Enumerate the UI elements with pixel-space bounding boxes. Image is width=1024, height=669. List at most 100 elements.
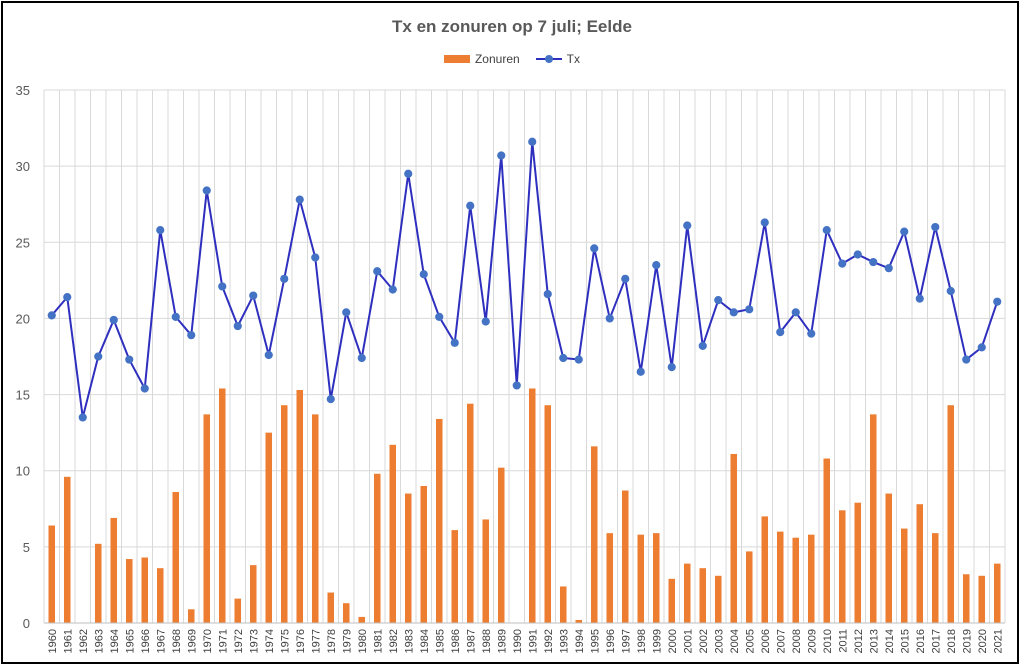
- tx-point: [435, 312, 444, 322]
- tx-point: [559, 353, 568, 363]
- y-tick-label: 15: [16, 388, 30, 403]
- bar-zonuren: [683, 563, 691, 623]
- tx-point: [543, 289, 552, 299]
- bar-zonuren: [296, 390, 304, 623]
- bar-zonuren: [590, 446, 598, 623]
- tx-point: [512, 381, 521, 390]
- bar-zonuren: [575, 619, 583, 623]
- bar-zonuren: [637, 534, 645, 623]
- x-tick-label: 1985: [434, 629, 446, 653]
- tx-point: [404, 169, 413, 178]
- bar-zonuren: [931, 533, 939, 623]
- tx-point: [636, 367, 645, 376]
- bar-zonuren: [311, 414, 319, 623]
- line-tx: [47, 137, 1002, 422]
- x-tick-label: 2015: [899, 629, 911, 653]
- bars-zonuren: [48, 388, 1001, 623]
- tx-point: [946, 286, 955, 296]
- bar-zonuren: [187, 609, 195, 623]
- tx-point: [78, 413, 87, 422]
- y-tick-label: 5: [23, 540, 30, 555]
- bar-zonuren: [358, 616, 366, 623]
- bar-zonuren: [249, 565, 257, 623]
- bar-zonuren: [699, 568, 707, 623]
- x-tick-label: 1989: [496, 629, 508, 653]
- tx-point: [295, 195, 304, 204]
- tx-point: [450, 338, 459, 347]
- x-tick-label: 1964: [109, 629, 121, 653]
- bar-zonuren: [203, 414, 211, 623]
- x-tick-label: 1977: [310, 629, 322, 653]
- tx-point: [249, 291, 258, 300]
- x-tick-label: 2017: [930, 629, 942, 653]
- tx-point: [590, 244, 599, 253]
- x-tick-label: 1979: [341, 629, 353, 653]
- tx-point: [280, 274, 289, 283]
- tx-point: [822, 226, 831, 235]
- legend-item-zonuren: Zonuren: [443, 52, 520, 66]
- tx-point: [171, 312, 180, 322]
- x-tick-label: 1981: [372, 629, 384, 653]
- bar-zonuren: [916, 504, 924, 623]
- bar-zonuren: [141, 557, 149, 623]
- x-tick-label: 2008: [791, 629, 803, 653]
- y-tick-label: 25: [16, 235, 30, 250]
- x-tick-label: 1975: [279, 629, 291, 653]
- bar-zonuren: [621, 490, 629, 623]
- tx-point: [776, 328, 785, 337]
- tx-point: [931, 222, 940, 232]
- x-tick-label: 1992: [543, 629, 555, 653]
- legend: Zonuren Tx: [0, 52, 1024, 66]
- bar-zonuren: [218, 388, 226, 623]
- x-tick-label: 1994: [574, 629, 586, 653]
- tx-point: [853, 250, 862, 259]
- tx-point: [218, 282, 227, 291]
- bar-zonuren: [993, 563, 1001, 623]
- tx-point: [94, 352, 103, 361]
- x-tick-label: 1998: [636, 629, 648, 653]
- bar-zonuren: [606, 533, 614, 623]
- bar-zonuren: [280, 405, 288, 623]
- x-tick-label: 1996: [605, 629, 617, 653]
- bar-zonuren: [63, 476, 71, 623]
- x-tick-label: 1966: [140, 629, 152, 653]
- y-tick-label: 20: [16, 311, 30, 326]
- bar-zonuren: [559, 586, 567, 623]
- tx-point: [419, 270, 428, 279]
- bar-zonuren: [451, 530, 459, 623]
- axes: 0 5 10 15 20 25 30 35 1960 1961 1962 1963 1964 1965 19…: [16, 83, 1005, 653]
- x-tick-label: 2000: [667, 629, 679, 653]
- x-tick-label: 1999: [651, 629, 663, 653]
- bar-zonuren: [482, 519, 490, 623]
- x-tick-label: 2005: [744, 629, 756, 653]
- tx-point: [497, 151, 506, 160]
- tx-point: [884, 264, 893, 273]
- x-tick-label: 2003: [713, 629, 725, 653]
- x-tick-label: 2020: [977, 629, 989, 653]
- x-tick-label: 1970: [202, 629, 214, 653]
- bar-zonuren: [869, 414, 877, 623]
- y-tick-label: 10: [16, 464, 30, 479]
- tx-point: [373, 267, 382, 276]
- x-tick-label: 1963: [93, 629, 105, 653]
- bar-zonuren: [807, 534, 815, 623]
- x-tick-label: 1973: [248, 629, 260, 653]
- x-tick-label: 1990: [512, 629, 524, 653]
- x-tick-label: 1965: [124, 629, 136, 653]
- bar-zonuren: [404, 493, 412, 623]
- tx-point: [233, 321, 242, 331]
- x-tick-label: 1987: [465, 629, 477, 653]
- tx-point: [714, 296, 723, 305]
- x-tick-label: 1972: [233, 629, 245, 653]
- tx-point: [807, 329, 816, 338]
- x-tick-label: 2011: [837, 629, 849, 653]
- x-tick-label: 1961: [62, 629, 74, 653]
- bar-zonuren: [792, 537, 800, 623]
- bar-zonuren: [947, 405, 955, 623]
- bar-zonuren: [373, 473, 381, 623]
- tx-point: [481, 317, 490, 326]
- x-tick-label: 2016: [915, 629, 927, 653]
- tx-point: [140, 384, 149, 393]
- tx-line: [50, 140, 999, 419]
- legend-label-tx: Tx: [566, 52, 581, 66]
